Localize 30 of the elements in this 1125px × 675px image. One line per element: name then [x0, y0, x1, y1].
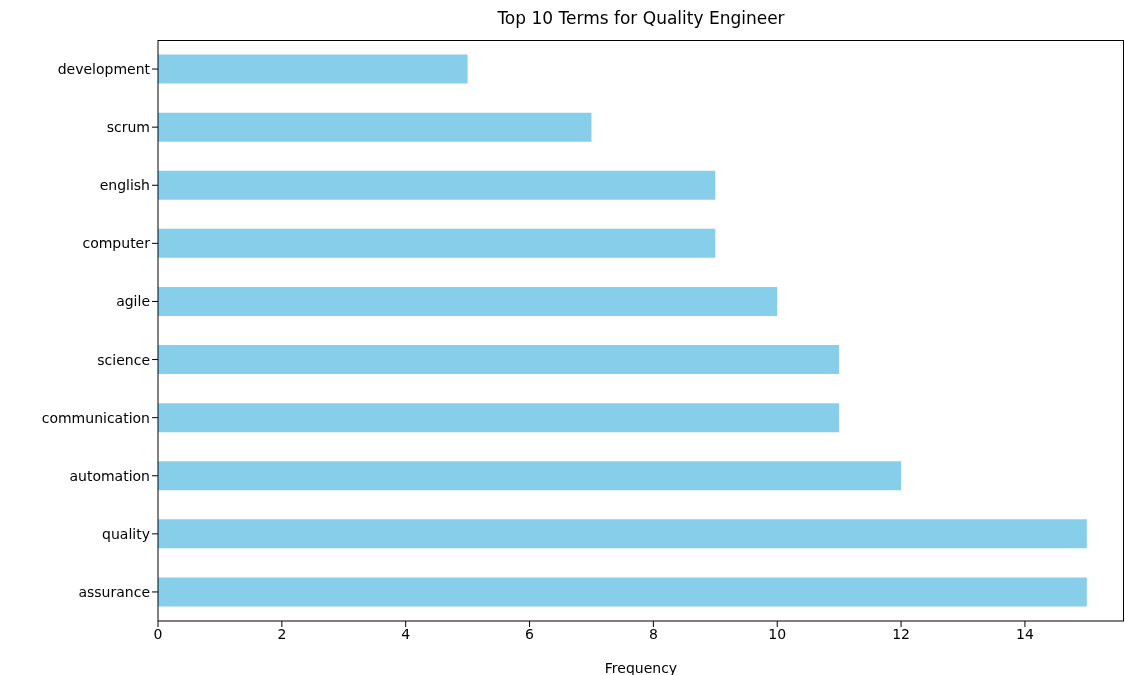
x-tick-label: 12 [892, 625, 910, 642]
y-tick-label: scrum [106, 119, 150, 136]
bar [158, 228, 716, 258]
y-tick-label: development [57, 61, 151, 78]
y-tick-label: assurance [78, 583, 150, 600]
bar [158, 170, 716, 200]
bar [158, 519, 1087, 549]
x-tick-label: 10 [768, 625, 787, 642]
y-tick-label: computer [82, 235, 151, 252]
bar [158, 403, 840, 433]
bar [158, 286, 778, 316]
y-tick-label: automation [69, 467, 150, 484]
x-tick-label: 8 [648, 625, 658, 642]
x-tick-label: 4 [401, 625, 411, 642]
bar [158, 54, 468, 84]
bar [158, 345, 840, 375]
bar [158, 112, 592, 142]
x-tick-label: 14 [1016, 625, 1034, 642]
x-tick-label: 0 [153, 625, 163, 642]
bar [158, 577, 1087, 607]
y-tick-label: science [97, 351, 150, 368]
y-tick-label: english [99, 177, 150, 194]
x-tick-label: 6 [525, 625, 535, 642]
x-axis-title: Frequency [604, 660, 678, 675]
y-tick-label: communication [41, 409, 150, 426]
chart-title: Top 10 Terms for Quality Engineer [496, 8, 786, 28]
y-tick-label: quality [102, 525, 150, 542]
bar [158, 461, 902, 491]
y-tick-label: agile [116, 293, 150, 310]
x-tick-label: 2 [277, 625, 287, 642]
